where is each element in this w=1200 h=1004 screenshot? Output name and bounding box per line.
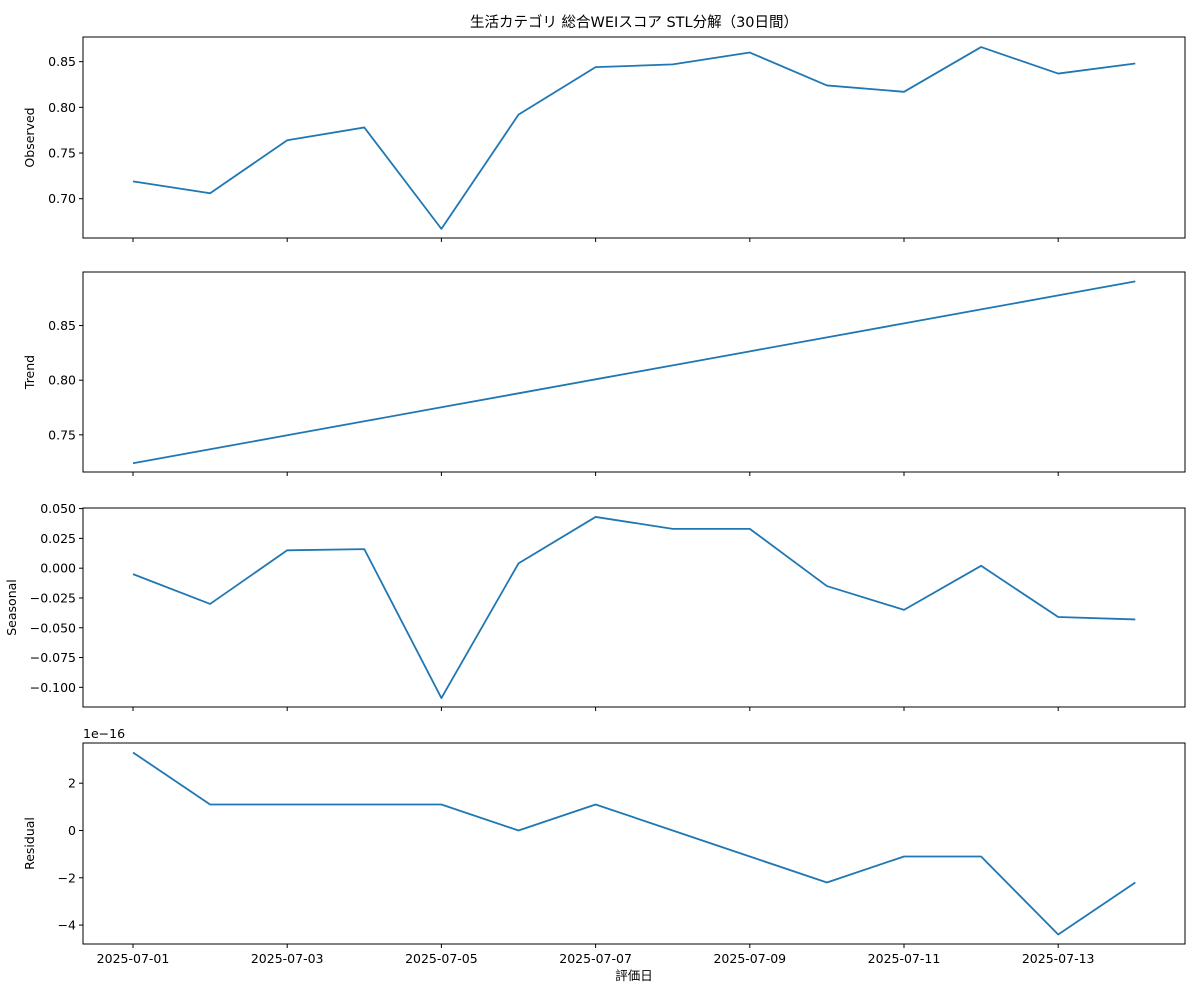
panels-layer: 0.70 0.75 0.80 0.85 Observed 0.75 0.80 0.85 Tren…	[4, 37, 1185, 966]
y-tick-label: 0.025	[40, 531, 76, 546]
chart-title: 生活カテゴリ 総合WEIスコア STL分解（30日間）	[470, 13, 798, 31]
panel-observed: 0.70 0.75 0.80 0.85 Observed	[22, 37, 1185, 242]
y-axis-label: Observed	[22, 107, 37, 167]
y-tick-label: 0.85	[48, 318, 76, 333]
y-tick-label: −4	[58, 918, 76, 933]
y-axis-label: Seasonal	[4, 579, 19, 636]
y-offset-label: 1e−16	[83, 726, 125, 741]
x-tick-label: 2025-07-03	[251, 951, 324, 966]
y-tick-label: 0.050	[40, 501, 76, 516]
y-tick-label: 0.80	[48, 373, 76, 388]
y-tick-label: −2	[58, 870, 76, 885]
y-tick-label: 0.85	[48, 54, 76, 69]
y-tick-label: 0.75	[48, 146, 76, 161]
x-tick-label: 2025-07-13	[1022, 951, 1095, 966]
series-line-seasonal	[133, 517, 1135, 698]
series-line-trend	[133, 281, 1135, 463]
x-axis-label: 評価日	[615, 968, 653, 983]
x-tick-label: 2025-07-11	[868, 951, 941, 966]
series-line-observed	[133, 47, 1135, 229]
panel-residual: −4 −2 0 2 Residual 1e−16 2025-07-01 2025-07-03 2…	[22, 726, 1185, 966]
y-tick-label: 0.75	[48, 427, 76, 442]
y-axis-label: Trend	[22, 355, 37, 390]
y-tick-label: 0.80	[48, 100, 76, 115]
y-tick-label: −0.025	[30, 590, 76, 605]
x-tick-label: 2025-07-07	[559, 951, 632, 966]
y-axis-label: Residual	[22, 817, 37, 870]
series-line-residual	[133, 752, 1135, 934]
x-tick-label: 2025-07-09	[713, 951, 786, 966]
panel-seasonal: −0.100 −0.075 −0.050 −0.025 0.000 0.025 0.050 S…	[4, 501, 1185, 711]
y-tick-label: 2	[68, 776, 76, 791]
y-tick-label: −0.050	[30, 620, 76, 635]
y-tick-label: 0.70	[48, 191, 76, 206]
y-tick-label: −0.100	[30, 680, 76, 695]
x-tick-label: 2025-07-01	[97, 951, 170, 966]
panel-frame	[83, 743, 1185, 944]
panel-frame	[83, 508, 1185, 707]
panel-frame	[83, 37, 1185, 238]
x-tick-label: 2025-07-05	[405, 951, 478, 966]
y-tick-label: −0.075	[30, 650, 76, 665]
y-tick-label: 0	[68, 823, 76, 838]
panel-trend: 0.75 0.80 0.85 Trend	[22, 272, 1185, 476]
y-tick-label: 0.000	[40, 561, 76, 576]
